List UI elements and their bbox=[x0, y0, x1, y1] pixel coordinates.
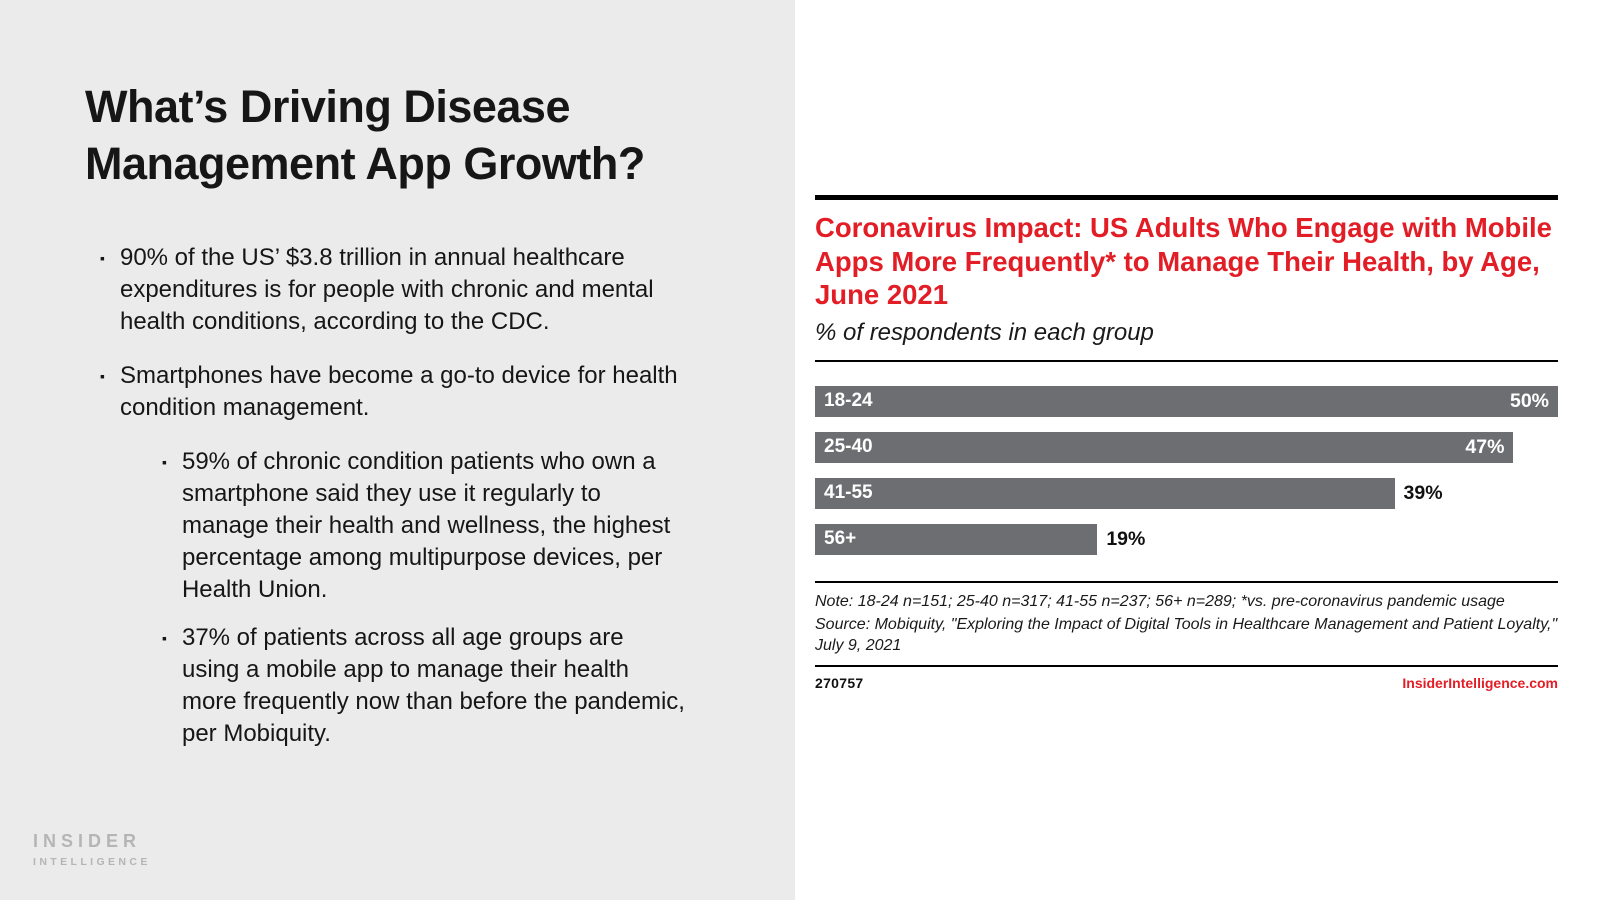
page-title: What’s Driving Disease Management App Gr… bbox=[85, 81, 645, 190]
slide-panel: What’s Driving Disease Management App Gr… bbox=[0, 0, 795, 900]
bullet-text: 59% of chronic condition patients who ow… bbox=[181, 448, 671, 604]
bullet-text: 90% of the US’ $3.8 trillion in annual h… bbox=[119, 244, 654, 336]
bullet-marker: ▪ bbox=[162, 630, 167, 647]
bullet-item: ▪ Smartphones have become a go-to device… bbox=[100, 360, 720, 424]
chart-id: 270757 bbox=[815, 674, 864, 691]
bar-value-label: 39% bbox=[1403, 481, 1443, 504]
bar-row: 56+ 19% bbox=[815, 523, 1558, 555]
footer-rule bbox=[815, 664, 1558, 667]
bar-25-40: 25-40 47% bbox=[815, 431, 1514, 463]
insider-intelligence-link[interactable]: InsiderIntelligence.com bbox=[1402, 674, 1558, 691]
bar-56+: 56+ bbox=[815, 523, 1098, 555]
bullet-marker: ▪ bbox=[100, 250, 105, 267]
source-text: Source: Mobiquity, "Exploring the Impact… bbox=[815, 615, 1558, 654]
subtitle-rule bbox=[815, 359, 1558, 362]
bar-value-label: 19% bbox=[1106, 527, 1146, 550]
bar-value-label: 50% bbox=[1509, 389, 1549, 412]
note-text: Note: 18-24 n=151; 25-40 n=317; 41-55 n=… bbox=[815, 592, 1505, 610]
bullet-marker: ▪ bbox=[162, 454, 167, 471]
logo-line1: INSIDER bbox=[33, 831, 142, 851]
bar-category-label: 41-55 bbox=[824, 482, 873, 504]
bar-18-24: 18-24 50% bbox=[815, 385, 1558, 417]
bar-row: 18-24 50% bbox=[815, 385, 1558, 417]
bar-row: 41-55 39% bbox=[815, 477, 1558, 509]
bullet-list: ▪ 90% of the US’ $3.8 trillion in annual… bbox=[100, 242, 720, 750]
bullet-item: ▪ 90% of the US’ $3.8 trillion in annual… bbox=[100, 242, 720, 338]
logo-line2: INTELLIGENCE bbox=[33, 856, 151, 868]
bar-value-label: 47% bbox=[1465, 435, 1505, 458]
bar-41-55: 41-55 bbox=[815, 477, 1395, 509]
bar-category-label: 25-40 bbox=[824, 436, 873, 458]
chart-notes: Note: 18-24 n=151; 25-40 n=317; 41-55 n=… bbox=[815, 591, 1558, 656]
chart-title: Coronavirus Impact: US Adults Who Engage… bbox=[815, 212, 1552, 311]
bullet-item: ▪ 59% of chronic condition patients who … bbox=[162, 446, 720, 606]
chart-subtitle: % of respondents in each group bbox=[815, 318, 1154, 346]
bar-chart: 18-24 50% 25-40 47% 41-55 39% 56+ 19% bbox=[815, 385, 1558, 555]
bar-category-label: 18-24 bbox=[824, 390, 873, 412]
bullet-marker: ▪ bbox=[100, 368, 105, 385]
chart-block: Coronavirus Impact: US Adults Who Engage… bbox=[815, 195, 1558, 691]
notes-rule bbox=[815, 580, 1558, 583]
bar-category-label: 56+ bbox=[824, 528, 857, 550]
chart-panel: Coronavirus Impact: US Adults Who Engage… bbox=[795, 0, 1600, 900]
bullet-item: ▪ 37% of patients across all age groups … bbox=[162, 622, 720, 750]
chart-footer: 270757 InsiderIntelligence.com bbox=[815, 675, 1558, 691]
bullet-text: Smartphones have become a go-to device f… bbox=[119, 362, 678, 422]
bar-row: 25-40 47% bbox=[815, 431, 1558, 463]
bullet-text: 37% of patients across all age groups ar… bbox=[181, 624, 685, 748]
insider-intelligence-logo: INSIDER INTELLIGENCE bbox=[33, 831, 151, 868]
top-rule bbox=[815, 195, 1558, 200]
